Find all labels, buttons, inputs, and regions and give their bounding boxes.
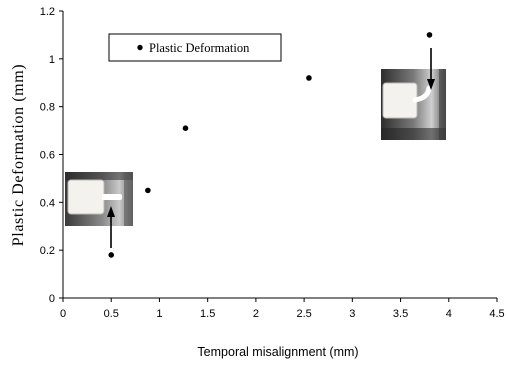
- x-tick-label: 3: [349, 308, 355, 320]
- y-tick-label: 0.2: [40, 245, 55, 257]
- x-tick-label: 1.5: [200, 308, 215, 320]
- inset-photo-edge: [439, 69, 446, 140]
- x-tick-label: 2: [253, 308, 259, 320]
- data-point: [182, 125, 189, 131]
- x-tick-label: 4.5: [489, 308, 504, 320]
- data-point: [426, 32, 433, 38]
- arrow-down-head: [427, 79, 435, 90]
- inset-photo-shadow: [65, 172, 133, 180]
- data-point: [306, 75, 312, 81]
- x-tick-labels: 0 0.5 1 1.5 2 2.5 3 3.5 4 4.5: [60, 308, 505, 320]
- legend-marker: [137, 44, 143, 51]
- y-tick-label: 1: [49, 54, 55, 66]
- legend-label: Plastic Deformation: [149, 41, 250, 55]
- specimen-wire: [102, 194, 122, 200]
- specimen-block: [67, 179, 105, 215]
- y-tick-label: 0.6: [40, 150, 55, 162]
- x-tick-label: 4: [446, 308, 452, 320]
- x-tick-label: 1: [156, 308, 162, 320]
- y-tick-label: 1.2: [40, 6, 55, 18]
- axes: [59, 10, 498, 302]
- y-tick-label: 0: [49, 293, 55, 305]
- inset-photo-shadow: [381, 128, 446, 140]
- arrow-up-head: [107, 206, 115, 217]
- x-tick-label: 2.5: [296, 308, 311, 320]
- y-tick-label: 0.8: [40, 102, 55, 114]
- inset-photo-low: [65, 172, 133, 226]
- x-tick-label: 0: [60, 308, 66, 320]
- y-tick-label: 0.4: [40, 197, 55, 209]
- x-tick-label: 0.5: [104, 308, 119, 320]
- x-tick-label: 3.5: [393, 308, 408, 320]
- data-point: [108, 252, 115, 258]
- x-axis-title: Temporal misalignment (mm): [197, 345, 358, 359]
- inset-photo-high: [381, 69, 446, 140]
- legend: Plastic Deformation: [108, 33, 282, 62]
- specimen-block: [382, 82, 418, 119]
- specimen-wire: [412, 85, 432, 103]
- y-tick-labels: 0 0.2 0.4 0.6 0.8 1 1.2: [40, 6, 55, 305]
- y-axis-title: Plastic Deformation (mm): [10, 64, 27, 246]
- inset-photo-edge: [124, 172, 133, 226]
- data-point: [145, 187, 151, 194]
- data-points: [108, 32, 433, 258]
- annotation-arrows: [107, 48, 435, 248]
